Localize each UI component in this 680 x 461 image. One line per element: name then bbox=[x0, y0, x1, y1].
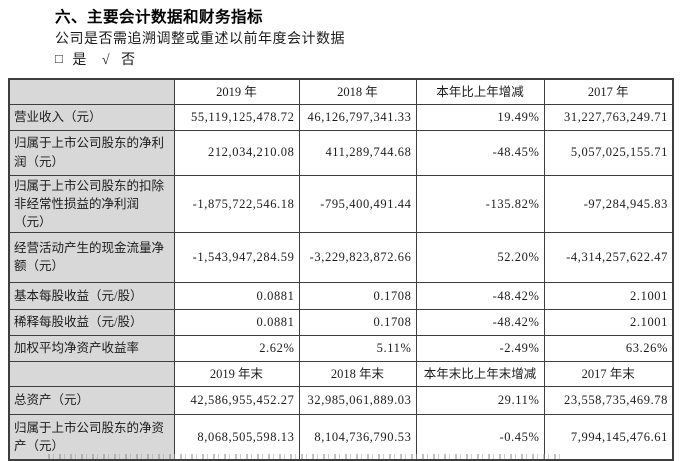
value-cell: 0.1708 bbox=[298, 281, 417, 310]
value-cell: 411,289,744.68 bbox=[298, 129, 417, 176]
table-row: 加权平均净资产收益率 2.62% 5.11% -2.49% 63.26% bbox=[8, 334, 674, 362]
no-option-label: 否 bbox=[121, 53, 136, 68]
table-row: 基本每股收益（元/股） 0.0881 0.1708 -48.42% 2.1001 bbox=[8, 281, 674, 310]
row-label-cell: 归属于上市公司股东的净资产（元） bbox=[8, 413, 175, 461]
value-cell: 0.0881 bbox=[173, 281, 300, 310]
table-row: 归属于上市公司股东的净资产（元） 8,068,505,598.13 8,104,73… bbox=[8, 413, 674, 461]
table-row: 营业收入（元） 55,119,125,478.72 46,126,797,341.3… bbox=[8, 103, 674, 131]
value-cell: 52.20% bbox=[415, 231, 545, 283]
value-cell: 46,126,797,341.33 bbox=[298, 103, 417, 131]
value-cell: 0.1708 bbox=[298, 308, 417, 336]
value-cell: 2.1001 bbox=[543, 281, 674, 310]
restate-answer-line: □ 是 √ 否 bbox=[55, 49, 135, 69]
section-title: 六、主要会计数据和财务指标 bbox=[55, 9, 264, 26]
value-cell: -1,543,947,284.59 bbox=[173, 231, 300, 283]
table-row: 总资产（元） 42,586,955,452.27 32,985,061,889.03… bbox=[8, 385, 674, 415]
value-cell: -795,400,491.44 bbox=[298, 174, 417, 233]
value-cell: 2.62% bbox=[173, 334, 300, 362]
table-header-row: 2019 年末 2018 年末 本年末比上年末增减 2017 年末 bbox=[8, 360, 674, 387]
financial-indicators-table: 2019 年 2018 年本年比上年增减 2017 年营业收入（元） 55,119,1… bbox=[8, 78, 674, 461]
value-cell: 23,558,735,469.78 bbox=[543, 385, 674, 415]
value-cell: 2.1001 bbox=[543, 308, 674, 336]
column-header-cell: 2017 年 bbox=[543, 78, 674, 105]
column-header-cell: 本年比上年增减 bbox=[415, 78, 545, 105]
row-label-cell: 归属于上市公司股东的净利润（元） bbox=[8, 129, 175, 176]
value-cell: -97,284,945.83 bbox=[543, 174, 674, 233]
value-cell: -1,875,722,546.18 bbox=[173, 174, 300, 233]
header-empty-cell bbox=[8, 78, 175, 105]
value-cell: 63.26% bbox=[543, 334, 674, 362]
value-cell: 19.49% bbox=[415, 103, 545, 131]
value-cell: 212,034,210.08 bbox=[173, 129, 300, 176]
column-header-cell: 2018 年末 bbox=[298, 360, 417, 387]
row-label-cell: 稀释每股收益（元/股） bbox=[8, 308, 175, 336]
value-cell: 8,104,736,790.53 bbox=[298, 413, 417, 461]
value-cell: -48.42% bbox=[415, 308, 545, 336]
restate-question-text: 公司是否需追溯调整或重述以前年度会计数据 bbox=[55, 32, 345, 47]
value-cell: -135.82% bbox=[415, 174, 545, 233]
value-cell: 0.0881 bbox=[173, 308, 300, 336]
table-row: 经营活动产生的现金流量净额（元） -1,543,947,284.59 -3,229,… bbox=[8, 231, 674, 283]
value-cell: 5,057,025,155.71 bbox=[543, 129, 674, 176]
header-empty-cell bbox=[8, 360, 175, 387]
row-label-cell: 经营活动产生的现金流量净额（元） bbox=[8, 231, 175, 283]
value-cell: 8,068,505,598.13 bbox=[173, 413, 300, 461]
row-label-cell: 归属于上市公司股东的扣除非经常性损益的净利润（元） bbox=[8, 174, 175, 233]
column-header-cell: 2019 年 bbox=[173, 78, 300, 105]
column-header-cell: 本年末比上年末增减 bbox=[415, 360, 545, 387]
value-cell: -48.45% bbox=[415, 129, 545, 176]
row-label-cell: 营业收入（元） bbox=[8, 103, 175, 131]
checkbox-unchecked-icon: □ bbox=[55, 51, 63, 66]
value-cell: 31,227,763,249.71 bbox=[543, 103, 674, 131]
value-cell: -3,229,823,872.66 bbox=[298, 231, 417, 283]
check-mark-icon: √ bbox=[101, 53, 110, 68]
table-row: 归属于上市公司股东的净利润（元） 212,034,210.08 411,289,74… bbox=[8, 129, 674, 176]
column-header-cell: 2019 年末 bbox=[173, 360, 300, 387]
value-cell: 5.11% bbox=[298, 334, 417, 362]
value-cell: 55,119,125,478.72 bbox=[173, 103, 300, 131]
table-row: 归属于上市公司股东的扣除非经常性损益的净利润（元） -1,875,722,546.… bbox=[8, 174, 674, 233]
column-header-cell: 2018 年 bbox=[298, 78, 417, 105]
value-cell: -48.42% bbox=[415, 281, 545, 310]
row-label-cell: 基本每股收益（元/股） bbox=[8, 281, 175, 310]
value-cell: -4,314,257,622.47 bbox=[543, 231, 674, 283]
value-cell: 42,586,955,452.27 bbox=[173, 385, 300, 415]
value-cell: 7,994,145,476.61 bbox=[543, 413, 674, 461]
value-cell: 29.11% bbox=[415, 385, 545, 415]
table-row: 稀释每股收益（元/股） 0.0881 0.1708 -48.42% 2.1001 bbox=[8, 308, 674, 336]
value-cell: 32,985,061,889.03 bbox=[298, 385, 417, 415]
row-label-cell: 加权平均净资产收益率 bbox=[8, 334, 175, 362]
value-cell: -2.49% bbox=[415, 334, 545, 362]
table-header-row: 2019 年 2018 年本年比上年增减 2017 年 bbox=[8, 78, 674, 105]
value-cell: -0.45% bbox=[415, 413, 545, 461]
yes-option-label: 是 bbox=[72, 53, 87, 68]
row-label-cell: 总资产（元） bbox=[8, 385, 175, 415]
column-header-cell: 2017 年末 bbox=[543, 360, 674, 387]
cutoff-text-line bbox=[48, 454, 564, 459]
